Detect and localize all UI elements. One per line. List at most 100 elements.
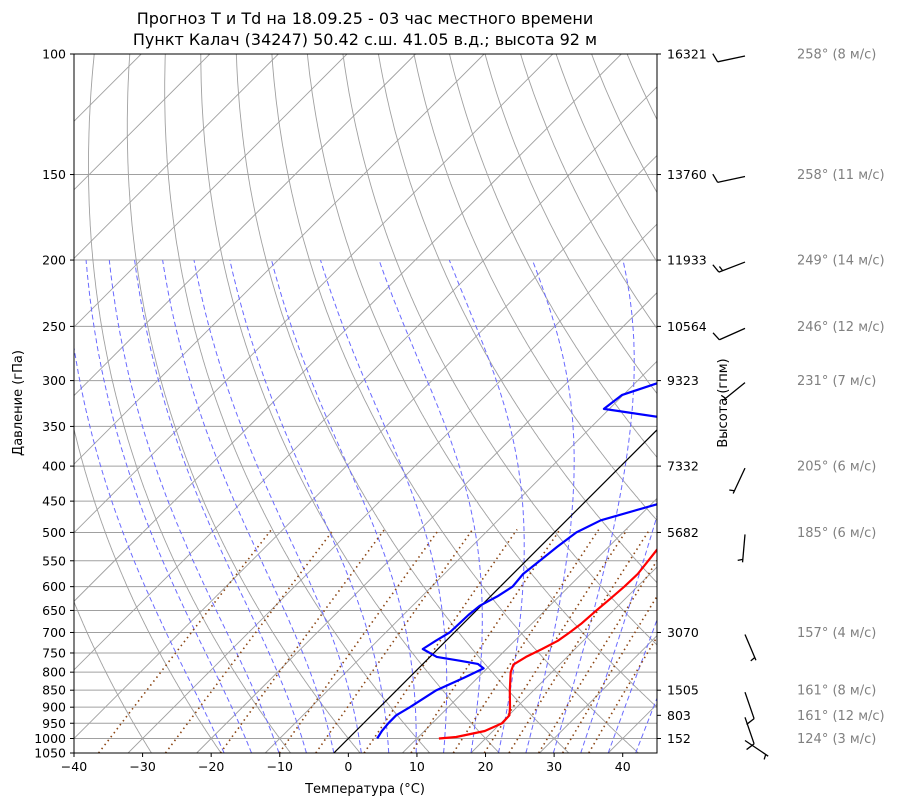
wind-barb — [729, 467, 746, 494]
wind-barb-staff — [719, 327, 746, 341]
height-tick-label: 7332 — [667, 459, 699, 474]
height-tick-label: 803 — [667, 708, 691, 723]
y-tick-label: 850 — [42, 683, 66, 698]
wind-barb-flag — [712, 264, 720, 273]
y-tick-label: 300 — [42, 373, 66, 388]
y-tick-label: 350 — [42, 419, 66, 434]
x-tick-label: 40 — [615, 759, 631, 774]
isotherm-line — [74, 54, 279, 260]
wind-label: 161° (8 м/с) — [797, 684, 876, 699]
y-tick-label: 500 — [42, 525, 66, 540]
height-tick-label: 10564 — [667, 319, 707, 334]
wind-barb-staff — [722, 382, 746, 401]
moist-adiabat — [162, 260, 335, 753]
wind-barb — [712, 327, 746, 341]
dry-adiabat — [235, 54, 570, 753]
height-tick-label: 16321 — [667, 47, 707, 62]
isotherm-line — [539, 634, 657, 753]
wind-barb-half-flag — [750, 656, 756, 662]
wind-label: 246° (12 м/с) — [797, 320, 885, 335]
isotherm-line — [74, 54, 622, 602]
moist-adiabat — [193, 259, 362, 753]
moist-adiabat — [74, 344, 225, 753]
wind-barb-half-flag — [720, 394, 726, 399]
isotherm-line — [196, 292, 657, 753]
chart-subtitle: Пункт Калач (34247) 50.42 с.ш. 41.05 в.д… — [133, 30, 597, 49]
mixing-ratio-line — [315, 529, 474, 753]
dry-adiabat — [271, 54, 639, 753]
mixing-ratio-line — [588, 635, 657, 753]
wind-label: 258° (11 м/с) — [797, 168, 885, 183]
x-tick-label: 10 — [409, 759, 425, 774]
y-tick-label: 400 — [42, 459, 66, 474]
y-tick-label: 450 — [42, 494, 66, 509]
x-tick-label: −10 — [267, 759, 293, 774]
y-tick-label: 650 — [42, 603, 66, 618]
plot-frame — [73, 53, 658, 754]
wind-barb — [744, 717, 755, 751]
wind-barb-staff — [744, 739, 769, 757]
dry-adiabat — [413, 54, 657, 521]
isotherm-line — [74, 54, 485, 465]
x-tick-label: 30 — [546, 759, 562, 774]
y-tick-label: 1000 — [34, 731, 66, 746]
x-tick-label: −40 — [61, 759, 87, 774]
wind-barb-flag — [746, 718, 755, 725]
moist-adiabat — [134, 260, 307, 753]
wind-barb — [712, 261, 746, 273]
moist-adiabat — [525, 259, 575, 753]
wind-label: 185° (6 м/с) — [797, 526, 876, 541]
wind-column: 258° (8 м/с) 258° (11 м/с) 249° (14 м/с) 24… — [712, 48, 885, 760]
wind-label: 231° (7 м/с) — [797, 374, 876, 389]
wind-barb — [744, 739, 769, 760]
y-tick-label: 900 — [42, 700, 66, 715]
height-axis-label: Высота (гпм) — [716, 358, 731, 447]
dry-adiabat — [74, 600, 152, 753]
x-tick-label: −20 — [198, 759, 224, 774]
height-tick-label: 9323 — [667, 373, 699, 388]
y-tick-label: 100 — [42, 47, 66, 62]
mixing-ratio-line — [97, 528, 273, 753]
wind-barb-staff — [744, 691, 755, 719]
moist-adiabat — [85, 260, 252, 753]
dry-adiabat — [484, 54, 657, 395]
wind-barb-half-flag — [729, 489, 735, 492]
height-tick-label: 5682 — [667, 525, 699, 540]
y-tick-label: 550 — [42, 553, 66, 568]
dry-adiabat — [342, 54, 657, 646]
isotherm-line — [127, 223, 657, 753]
wind-barb-staff — [744, 634, 757, 661]
wind-barb-half-flag — [763, 754, 767, 760]
dry-adiabat — [449, 54, 657, 459]
y-tick-label: 800 — [42, 665, 66, 680]
wind-label: 161° (12 м/с) — [797, 709, 885, 724]
wind-barb — [720, 382, 746, 401]
y-tick-label: 750 — [42, 645, 66, 660]
isotherm-line — [74, 86, 657, 671]
y-tick-label: 700 — [42, 625, 66, 640]
isotherm-line — [74, 54, 416, 397]
wind-label: 124° (3 м/с) — [797, 732, 876, 747]
isotherm-line — [74, 54, 211, 191]
moist-adiabat — [108, 260, 280, 753]
isotherm-line — [402, 497, 657, 753]
wind-barb-staff — [718, 261, 746, 273]
wind-barb-flag — [712, 332, 720, 341]
mixing-ratio-line — [164, 529, 335, 753]
wind-barb-flag — [746, 743, 755, 751]
dry-adiabat — [306, 54, 657, 708]
y-tick-label: 200 — [42, 253, 66, 268]
x-tick-label: 20 — [478, 759, 494, 774]
wind-barb-flag — [712, 173, 719, 183]
x-tick-label: −30 — [129, 759, 155, 774]
y-axis-label: Давление (гПа) — [11, 350, 26, 456]
wind-barb — [744, 691, 755, 725]
y-tick-label: 150 — [42, 167, 66, 182]
dewpoint-line — [376, 382, 657, 740]
dry-adiabat — [200, 54, 500, 753]
dry-adiabat — [164, 54, 431, 753]
y-tick-label: 600 — [42, 579, 66, 594]
mixing-ratio-line — [452, 529, 600, 753]
wind-barb — [737, 534, 746, 563]
